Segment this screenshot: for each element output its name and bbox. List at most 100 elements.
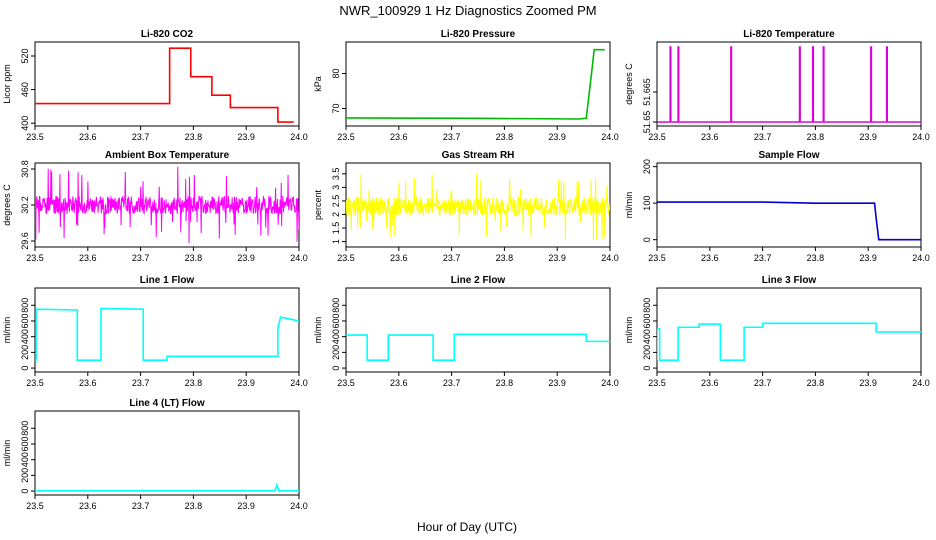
x-tick-label: 23.6: [79, 501, 97, 511]
x-tick-label: 23.6: [390, 378, 408, 388]
x-tick-label: 23.5: [337, 378, 355, 388]
x-tick-label: 23.5: [648, 132, 666, 142]
y-tick-label: 0: [331, 366, 341, 371]
x-tick-label: 23.6: [79, 132, 97, 142]
x-tick-label: 24.0: [912, 378, 930, 388]
x-tick-label: 23.7: [754, 132, 772, 142]
y-tick-label: 800: [642, 298, 652, 313]
x-tick-label: 24.0: [601, 132, 619, 142]
x-tick-label: 23.9: [237, 253, 255, 263]
x-tick-label: 24.0: [290, 378, 308, 388]
y-tick-label: 29.6: [20, 232, 30, 250]
series-line: [35, 47, 294, 123]
x-tick-label: 23.6: [79, 378, 97, 388]
panel-title: Li-820 CO2: [141, 29, 194, 40]
x-tick-label: 23.8: [807, 132, 825, 142]
x-tick-label: 23.5: [26, 378, 44, 388]
panel-title: Sample Flow: [758, 150, 819, 161]
panel-2: Li-820 Temperature 23.5 23.6 23.7 23.8 23.9 24…: [624, 29, 930, 142]
y-axis-label: percent: [313, 189, 323, 220]
y-axis-label: ml/min: [624, 317, 634, 344]
x-tick-label: 23.7: [754, 378, 772, 388]
y-tick-label: 200: [20, 345, 30, 360]
x-tick-label: 24.0: [912, 253, 930, 263]
x-tick-label: 23.7: [443, 253, 461, 263]
x-tick-label: 23.5: [337, 132, 355, 142]
x-tick-label: 23.9: [237, 501, 255, 511]
y-tick-label: 400: [331, 329, 341, 344]
x-tick-label: 23.9: [548, 132, 566, 142]
x-tick-label: 23.5: [26, 501, 44, 511]
plot-frame: [656, 287, 922, 373]
y-axis-label: kPa: [313, 76, 323, 92]
y-tick-label: 800: [331, 298, 341, 313]
y-tick-label: 400: [642, 329, 652, 344]
x-tick-label: 24.0: [601, 378, 619, 388]
x-tick-label: 23.9: [548, 378, 566, 388]
x-tick-label: 23.7: [132, 501, 150, 511]
series-line: [346, 333, 610, 362]
y-tick-label: 600: [642, 313, 652, 328]
x-tick-label: 23.6: [79, 253, 97, 263]
y-tick-label: 600: [331, 313, 341, 328]
x-tick-label: 23.7: [132, 378, 150, 388]
panel-title: Li-820 Temperature: [743, 29, 835, 40]
x-tick-label: 24.0: [912, 132, 930, 142]
x-tick-label: 23.5: [337, 253, 355, 263]
x-tick-label: 23.5: [26, 132, 44, 142]
y-tick-label: 460: [20, 82, 30, 97]
x-tick-label: 24.0: [290, 501, 308, 511]
x-tick-label: 23.9: [548, 253, 566, 263]
series-line: [657, 201, 921, 241]
y-tick-label: 400: [20, 452, 30, 467]
y-tick-label: 100: [642, 196, 652, 211]
y-tick-label: 200: [331, 345, 341, 360]
panels: Li-820 CO2 23.5 23.6 23.7 23.8 23.9 24.0 400 460…: [2, 29, 930, 511]
x-tick-label: 24.0: [290, 253, 308, 263]
panel-title: Ambient Box Temperature: [105, 150, 230, 161]
y-tick-label: 400: [20, 329, 30, 344]
y-tick-label: 400: [20, 116, 30, 131]
figure-title: NWR_100929 1 Hz Diagnostics Zoomed PM: [339, 3, 596, 18]
y-tick-label: 2.5: [331, 195, 341, 208]
x-tick-label: 23.8: [496, 253, 514, 263]
x-tick-label: 23.8: [185, 501, 203, 511]
x-tick-label: 24.0: [290, 132, 308, 142]
y-tick-label: 30.8: [20, 160, 30, 178]
x-tick-label: 23.6: [701, 132, 719, 142]
y-tick-label: 3: [331, 185, 341, 190]
x-tick-label: 23.9: [859, 132, 877, 142]
series-line: [657, 46, 921, 123]
y-tick-label: 200: [642, 159, 652, 174]
series-line: [35, 166, 299, 244]
figure-xlabel: Hour of Day (UTC): [417, 520, 517, 534]
plot-frame: [34, 410, 300, 496]
y-tick-label: 0: [20, 366, 30, 371]
panel-3: Ambient Box Temperature 23.5 23.6 23.7 23.8 2…: [2, 150, 308, 263]
y-tick-label: 600: [20, 436, 30, 451]
x-tick-label: 23.8: [496, 378, 514, 388]
y-axis-label: ml/min: [2, 440, 12, 467]
plot-frame: [656, 41, 922, 127]
series-line: [35, 482, 299, 492]
y-axis-label: degrees C: [624, 63, 634, 105]
y-axis-label: ml/min: [2, 317, 12, 344]
y-tick-label: 30.2: [20, 196, 30, 214]
x-tick-label: 23.5: [26, 253, 44, 263]
x-tick-label: 23.5: [648, 253, 666, 263]
x-tick-label: 23.8: [185, 378, 203, 388]
x-tick-label: 23.7: [132, 132, 150, 142]
y-tick-label: 200: [642, 345, 652, 360]
y-tick-label: 51.65: [642, 111, 652, 134]
x-tick-label: 23.8: [496, 132, 514, 142]
panel-8: Line 3 Flow 23.5 23.6 23.7 23.8 23.9 24.0 0 2004…: [624, 275, 930, 388]
x-tick-label: 23.7: [132, 253, 150, 263]
x-tick-label: 23.9: [237, 378, 255, 388]
x-tick-label: 23.8: [807, 378, 825, 388]
x-tick-label: 23.6: [701, 253, 719, 263]
x-tick-label: 23.6: [390, 253, 408, 263]
y-tick-label: 51.665: [642, 78, 652, 106]
plot-frame: [345, 287, 611, 373]
panel-title: Li-820 Pressure: [441, 29, 516, 40]
